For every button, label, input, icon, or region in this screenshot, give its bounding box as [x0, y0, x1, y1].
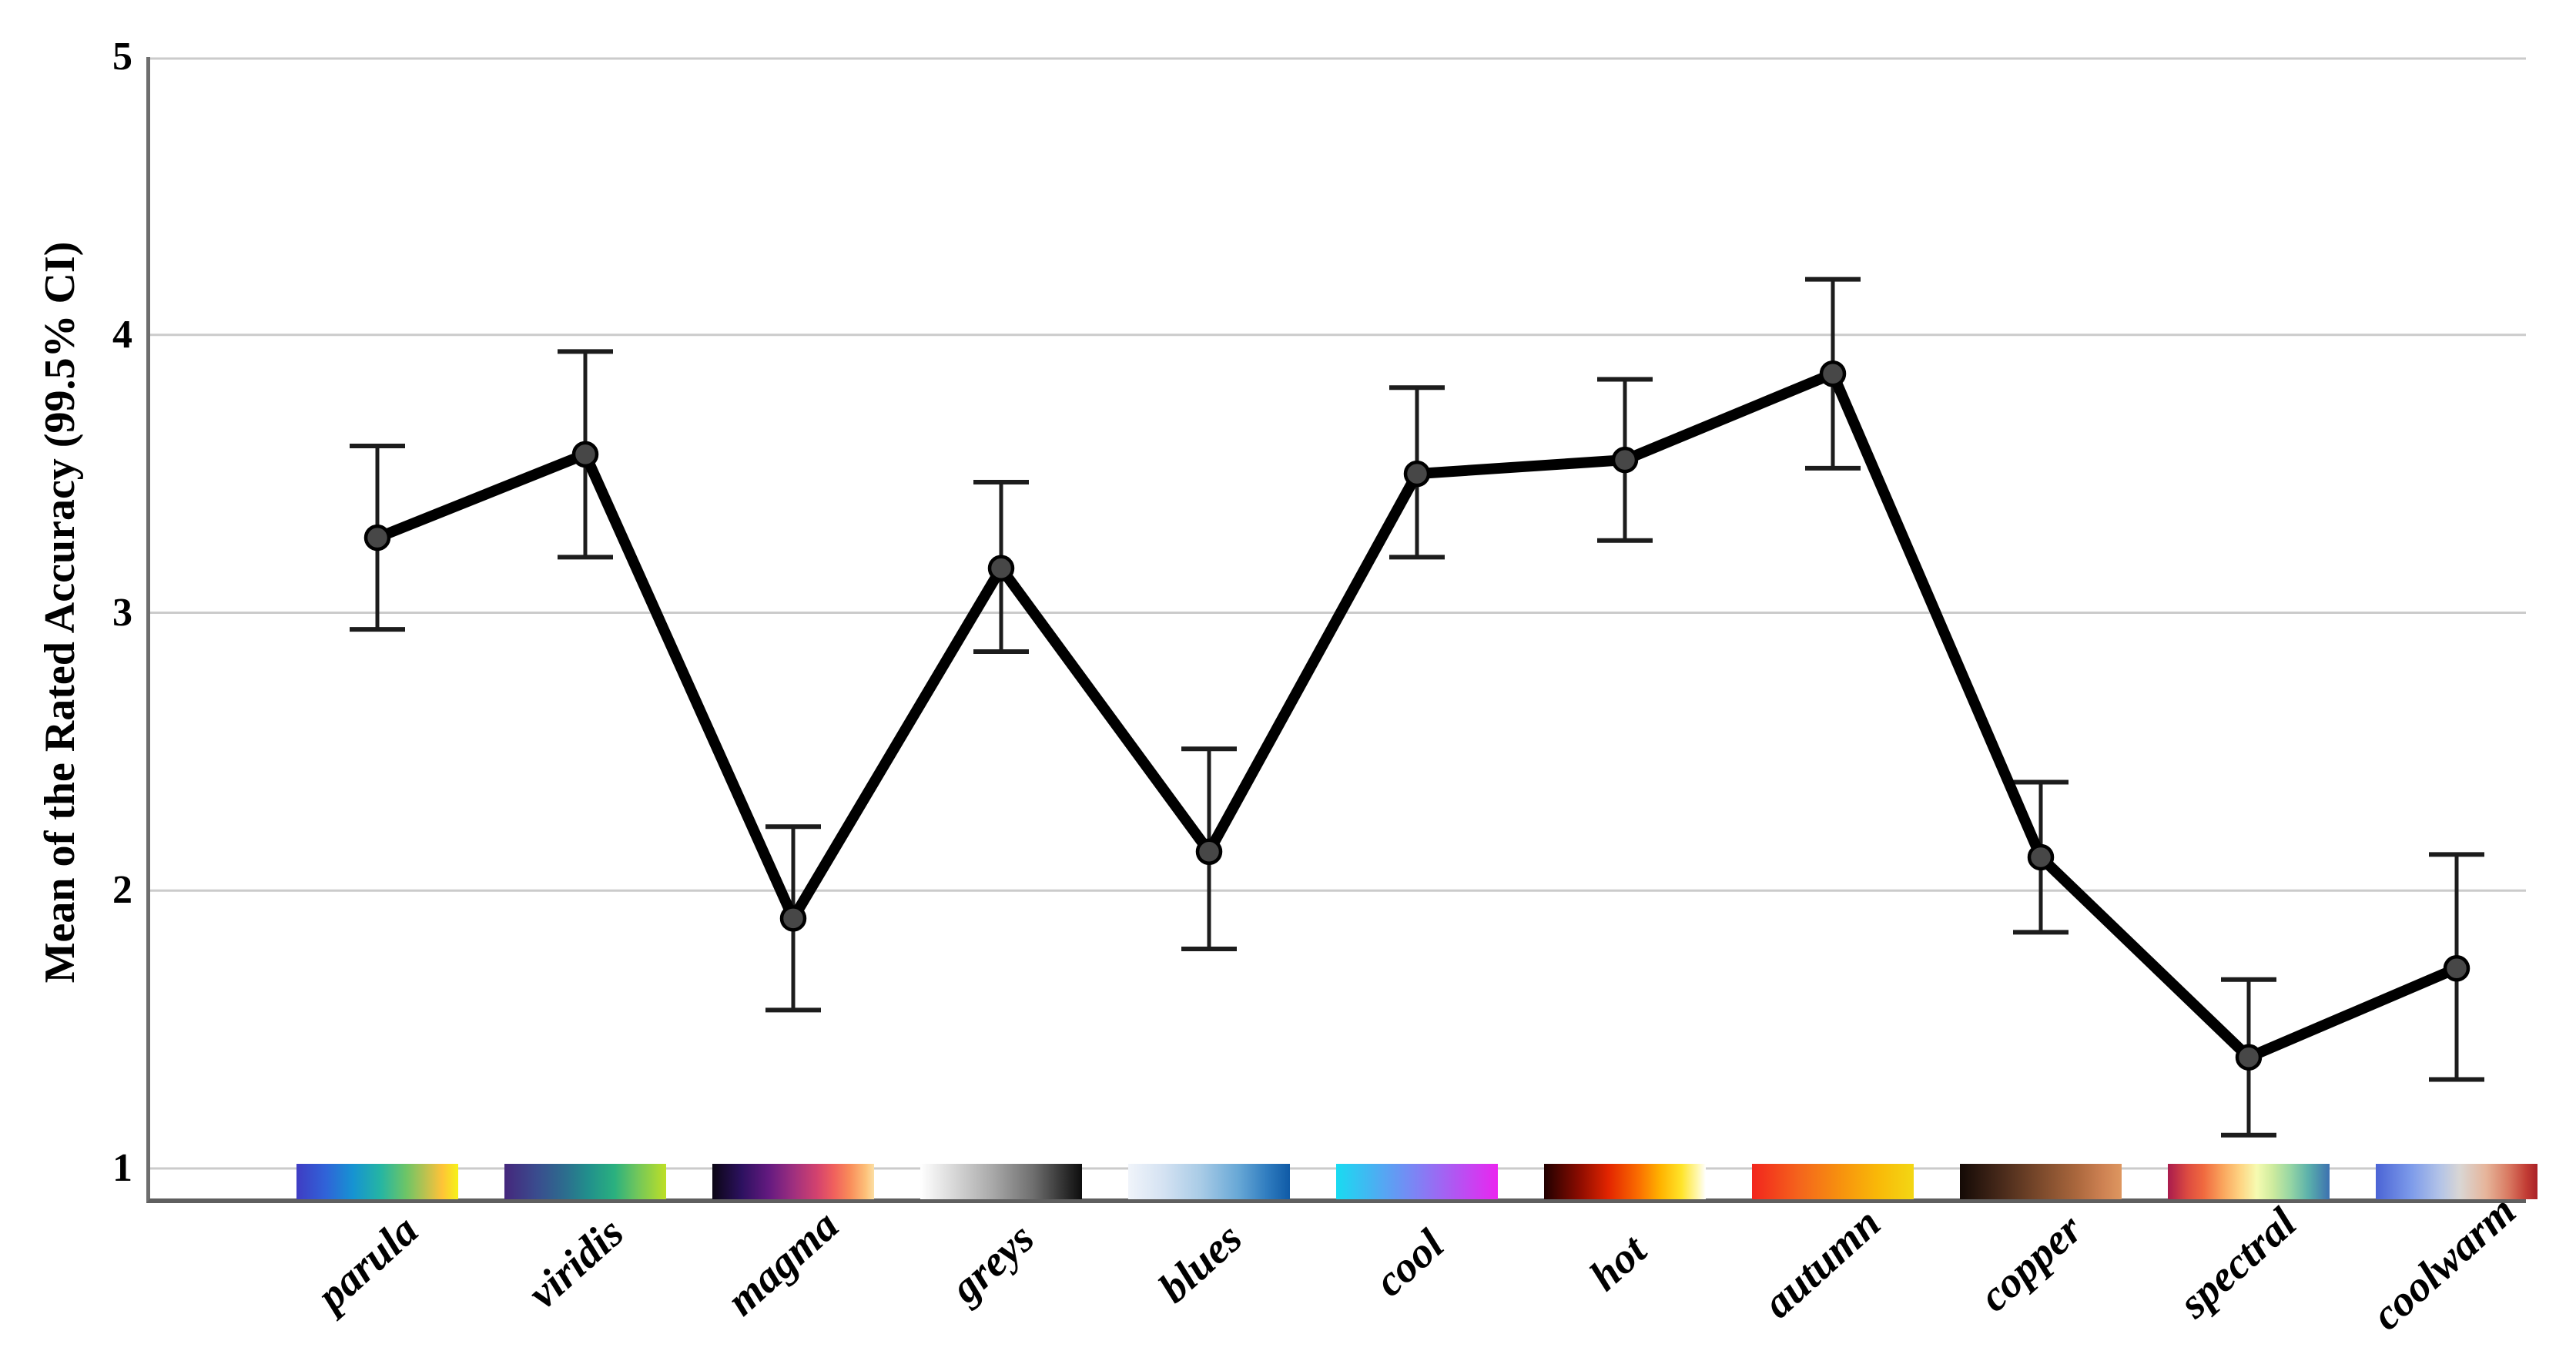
data-point-marker-coolwarm [2443, 955, 2470, 982]
colormap-swatch-spectral [2168, 1164, 2330, 1199]
x-axis-label-cool: cool [1365, 1220, 1453, 1306]
data-point-marker-parula [363, 524, 391, 551]
data-point-marker-viridis [571, 441, 599, 468]
x-axis-label-blues: blues [1150, 1214, 1251, 1312]
chart-svg [150, 57, 2526, 1170]
y-tick-label-2: 2 [112, 868, 132, 913]
x-axis-label-autumn: autumn [1754, 1198, 1890, 1328]
data-point-marker-spectral [2235, 1044, 2263, 1071]
colormap-swatch-parula [296, 1164, 458, 1199]
x-axis-label-copper: copper [1970, 1205, 2092, 1322]
y-tick-label-1: 1 [112, 1146, 132, 1190]
colormap-swatch-greys [920, 1164, 1082, 1199]
colormap-swatch-autumn [1752, 1164, 1914, 1199]
x-axis-label-spectral: spectral [2170, 1198, 2306, 1328]
data-point-marker-hot [1611, 446, 1639, 474]
colormap-swatch-magma [712, 1164, 874, 1199]
y-tick-label-3: 3 [112, 590, 132, 635]
colormap-swatch-viridis [504, 1164, 666, 1199]
x-axis-label-parula: parula [307, 1205, 427, 1321]
y-tick-label-4: 4 [112, 312, 132, 357]
colormap-swatch-coolwarm [2376, 1164, 2537, 1199]
x-axis-label-greys: greys [942, 1214, 1043, 1312]
x-axis-label-hot: hot [1580, 1225, 1656, 1301]
data-point-marker-copper [2027, 843, 2055, 871]
x-axis-label-coolwarm: coolwarm [2363, 1186, 2525, 1340]
x-axis-label-viridis: viridis [518, 1208, 633, 1318]
colormap-swatch-blues [1128, 1164, 1290, 1199]
colormap-swatch-cool [1336, 1164, 1498, 1199]
colormap-swatch-copper [1960, 1164, 2122, 1199]
data-point-marker-cool [1403, 460, 1431, 488]
data-point-marker-autumn [1819, 360, 1847, 387]
y-tick-label-5: 5 [112, 35, 132, 79]
plot-area [146, 57, 2537, 1203]
colormap-swatch-hot [1544, 1164, 1706, 1199]
data-point-marker-magma [779, 905, 807, 932]
x-axis-label-magma: magma [718, 1201, 848, 1326]
data-point-marker-greys [987, 555, 1015, 582]
data-point-marker-blues [1195, 838, 1223, 865]
